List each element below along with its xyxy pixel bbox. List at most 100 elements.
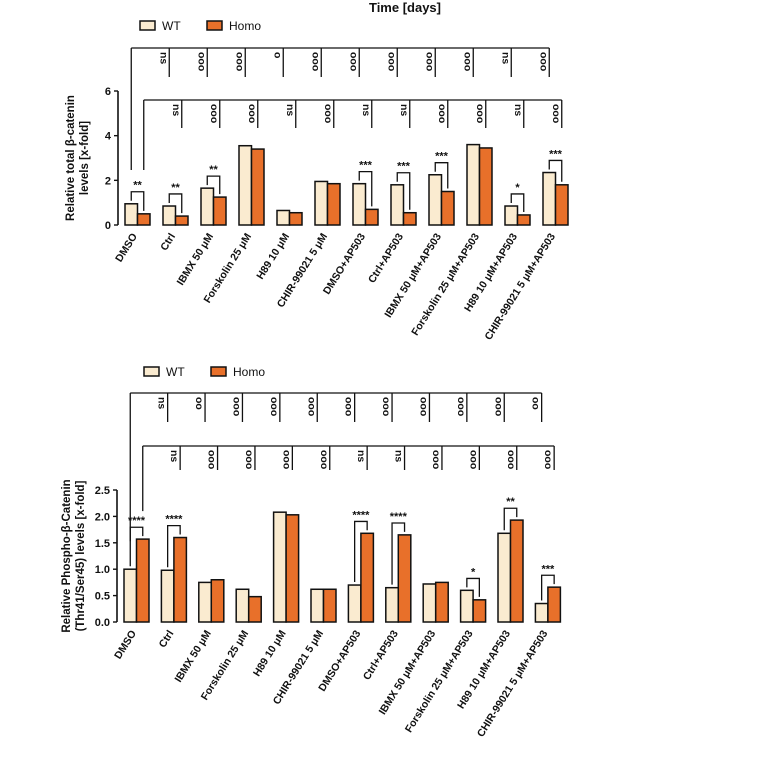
y-axis-label: Relative Phospho-β-Catenin bbox=[61, 479, 73, 632]
bar-homo bbox=[135, 538, 150, 623]
significance-bracket bbox=[510, 193, 525, 212]
comparison-label-homo: ns bbox=[168, 450, 180, 462]
comparison-label-wt: ooo bbox=[233, 52, 245, 71]
comparison-label-homo: ooo bbox=[243, 450, 255, 469]
significance-label: **** bbox=[390, 511, 408, 523]
comparison-label-homo: ns bbox=[393, 450, 405, 462]
bar-homo bbox=[554, 184, 569, 226]
bar-wt bbox=[542, 171, 557, 226]
bar-homo bbox=[322, 588, 337, 623]
comparison-label-wt: ooo bbox=[492, 397, 504, 416]
x-tick-label: DMSO bbox=[113, 231, 140, 264]
significance-bracket bbox=[206, 175, 221, 195]
bar-homo bbox=[288, 211, 303, 226]
significance-label: ** bbox=[171, 182, 180, 194]
comparison-label-homo: ooo bbox=[505, 450, 517, 469]
bar-homo bbox=[212, 196, 227, 226]
y-axis-label: levels [x-fold] bbox=[79, 121, 91, 195]
bar-wt bbox=[385, 586, 400, 623]
bar-wt bbox=[123, 568, 138, 623]
bar-homo bbox=[478, 147, 493, 226]
comparison-label-homo: ooo bbox=[430, 450, 442, 469]
bar-wt bbox=[276, 209, 291, 226]
bar-homo bbox=[174, 215, 189, 226]
y-tick-label: 1.0 bbox=[95, 564, 110, 576]
bar-wt bbox=[352, 182, 367, 226]
bar-wt bbox=[162, 205, 177, 226]
bar-wt bbox=[504, 205, 519, 226]
significance-bracket bbox=[130, 191, 145, 211]
comparison-label-homo: ns bbox=[170, 104, 182, 116]
comparison-label-wt: ooo bbox=[343, 397, 355, 416]
comparison-label-wt: ooo bbox=[305, 397, 317, 416]
bar-wt bbox=[459, 589, 474, 623]
x-tick-label: CHIR-99021 5 μM+AP503 bbox=[482, 231, 558, 342]
y-tick-label: 4 bbox=[105, 131, 112, 143]
comparison-label-homo: ns bbox=[284, 104, 296, 116]
bar-homo bbox=[547, 586, 562, 623]
bar-homo bbox=[472, 599, 487, 623]
legend-swatch-homo bbox=[206, 20, 223, 31]
comparison-label-wt: ooo bbox=[230, 397, 242, 416]
bar-homo bbox=[364, 208, 379, 226]
comparison-label-homo: ooo bbox=[246, 104, 258, 123]
x-tick-label: Ctrl+AP503 bbox=[366, 231, 406, 285]
significance-bracket bbox=[434, 162, 449, 189]
significance-bracket bbox=[503, 507, 518, 531]
y-tick-label: 0.5 bbox=[95, 591, 110, 603]
significance-label: *** bbox=[397, 161, 411, 173]
significance-label: **** bbox=[165, 514, 183, 526]
y-tick-label: 0.0 bbox=[95, 617, 110, 629]
comparison-label-wt: ns bbox=[157, 52, 169, 64]
x-tick-label: Ctrl bbox=[157, 628, 177, 650]
bar-wt bbox=[124, 203, 139, 226]
x-tick-label: H89 10 μM bbox=[251, 628, 289, 679]
x-tick-label: Forskolin 25 μM+AP503 bbox=[409, 231, 482, 338]
legend: WT Homo bbox=[143, 365, 265, 379]
comparison-label-wt: ns bbox=[156, 397, 168, 409]
comparison-label-homo: ooo bbox=[208, 104, 220, 123]
bar-wt bbox=[200, 187, 215, 226]
bar-wt bbox=[238, 144, 253, 226]
comparison-label-homo: ooo bbox=[550, 104, 562, 123]
comparison-label-wt: ooo bbox=[380, 397, 392, 416]
bar-wt bbox=[314, 180, 329, 226]
bar-homo bbox=[173, 536, 188, 623]
bar-homo bbox=[397, 534, 412, 623]
bar-wt bbox=[235, 588, 250, 623]
significance-bracket bbox=[129, 526, 144, 567]
significance-label: ** bbox=[209, 164, 218, 176]
significance-label: ** bbox=[506, 496, 515, 508]
bar-wt bbox=[198, 581, 213, 623]
bar-wt bbox=[428, 174, 443, 226]
comparison-label-wt: o bbox=[271, 52, 283, 58]
comparison-label-homo: ooo bbox=[542, 450, 554, 469]
x-tick-label: DMSO+AP503 bbox=[321, 231, 368, 297]
x-tick-label: DMSO bbox=[112, 628, 139, 661]
bar-homo bbox=[250, 148, 265, 226]
comparison-label-wt: ooo bbox=[347, 52, 359, 71]
x-tick-label: Ctrl bbox=[158, 231, 178, 253]
significance-bracket bbox=[548, 159, 563, 182]
comparison-label-wt: oo bbox=[193, 397, 205, 410]
legend-label-homo: Homo bbox=[233, 365, 265, 379]
significance-bracket bbox=[541, 574, 555, 601]
y-tick-label: 2.5 bbox=[95, 485, 110, 497]
bar-wt bbox=[497, 532, 512, 623]
bar-wt bbox=[534, 602, 549, 623]
comparison-label-homo: ns bbox=[512, 104, 524, 116]
comparison-label-wt: ns bbox=[499, 52, 511, 64]
significance-label: **** bbox=[352, 509, 370, 521]
legend-swatch-homo bbox=[210, 366, 227, 377]
significance-label: *** bbox=[359, 160, 373, 172]
comparison-label-wt: oo bbox=[530, 397, 542, 410]
significance-bracket bbox=[168, 193, 183, 214]
bar-homo bbox=[210, 579, 225, 623]
comparison-label-homo: ooo bbox=[322, 104, 334, 123]
bar-homo bbox=[440, 190, 455, 226]
comparison-label-homo: ns bbox=[355, 450, 367, 462]
x-tick-label: IBMX 50 μM bbox=[175, 231, 217, 288]
bar-homo bbox=[326, 182, 341, 226]
chart-1: WT Homo 0 2 4 6 Relative total β-catenin levels… bbox=[65, 19, 569, 342]
